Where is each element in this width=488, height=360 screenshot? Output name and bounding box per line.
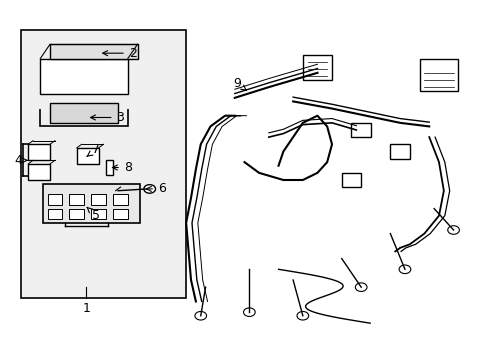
Text: 1: 1 bbox=[82, 302, 90, 315]
Bar bbox=[389, 144, 409, 158]
Bar bbox=[47, 208, 62, 219]
Circle shape bbox=[195, 311, 206, 320]
Bar bbox=[113, 208, 127, 219]
Circle shape bbox=[355, 283, 366, 292]
Bar bbox=[47, 194, 62, 205]
Bar bbox=[91, 194, 106, 205]
Circle shape bbox=[243, 308, 255, 316]
Text: 7: 7 bbox=[87, 143, 100, 156]
Text: 8: 8 bbox=[112, 161, 132, 174]
Bar bbox=[69, 194, 84, 205]
Bar bbox=[106, 160, 113, 175]
Bar bbox=[77, 148, 99, 164]
Bar bbox=[42, 184, 140, 223]
Text: 3: 3 bbox=[90, 111, 124, 124]
Bar bbox=[28, 144, 50, 160]
Bar bbox=[69, 208, 84, 219]
Circle shape bbox=[398, 265, 410, 274]
Circle shape bbox=[447, 226, 458, 234]
Text: 6: 6 bbox=[146, 183, 165, 195]
Text: 2: 2 bbox=[102, 47, 136, 60]
Bar bbox=[50, 103, 118, 123]
Bar bbox=[419, 59, 458, 91]
Circle shape bbox=[296, 311, 308, 320]
Bar bbox=[341, 173, 361, 187]
Text: 4: 4 bbox=[15, 154, 28, 167]
Bar bbox=[40, 59, 127, 94]
Bar bbox=[21, 30, 186, 298]
Text: 5: 5 bbox=[87, 207, 100, 222]
Text: 9: 9 bbox=[233, 77, 246, 90]
Bar bbox=[28, 164, 50, 180]
Circle shape bbox=[143, 185, 155, 193]
Bar bbox=[113, 194, 127, 205]
Bar bbox=[91, 208, 106, 219]
Bar bbox=[302, 55, 331, 80]
Bar bbox=[50, 44, 137, 59]
Bar bbox=[351, 123, 370, 137]
